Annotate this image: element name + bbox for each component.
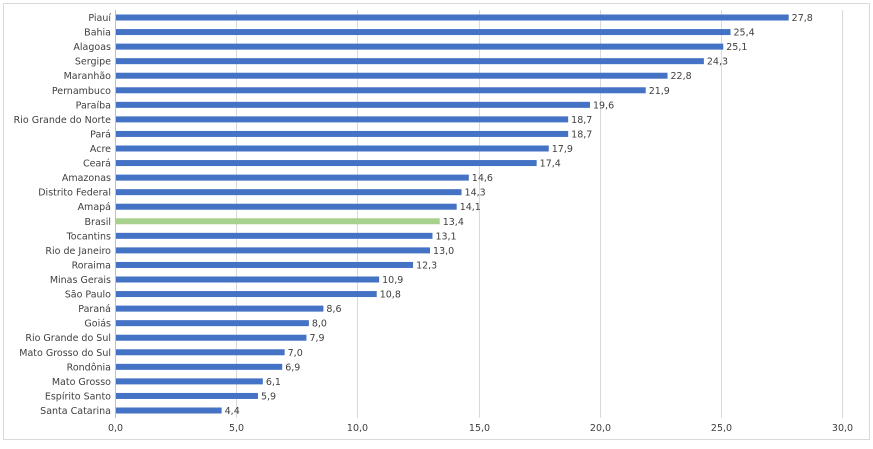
category-label: Tocantins	[66, 231, 111, 242]
category-label: Mato Grosso do Sul	[19, 348, 111, 359]
bar-goiás	[116, 320, 309, 327]
data-label: 22,8	[671, 71, 692, 82]
data-label: 17,9	[552, 144, 573, 155]
data-label: 14,6	[472, 173, 493, 184]
x-tick-label: 0,0	[108, 423, 123, 434]
bar-mato-grosso	[116, 378, 263, 385]
category-label: São Paulo	[65, 290, 111, 301]
data-label: 13,1	[435, 231, 456, 242]
data-label: 12,3	[416, 260, 437, 271]
bar-minas-gerais	[116, 276, 380, 283]
bar-tocantins	[116, 232, 433, 239]
data-label: 17,4	[540, 159, 561, 170]
category-label: Amapá	[78, 202, 111, 213]
bar-distrito-federal	[116, 189, 462, 196]
data-label: 8,6	[326, 304, 341, 315]
bar-acre	[116, 145, 549, 152]
x-tick-label: 10,0	[347, 423, 368, 434]
data-label: 13,4	[443, 217, 464, 228]
data-label: 13,0	[433, 246, 454, 257]
bar-amapá	[116, 203, 457, 210]
bar-são-paulo	[116, 291, 377, 298]
bar-rio-grande-do-norte	[116, 116, 569, 123]
data-label: 6,1	[266, 377, 281, 388]
data-label: 14,1	[460, 202, 481, 213]
data-label: 27,8	[792, 13, 813, 24]
category-label: Pará	[90, 129, 111, 140]
data-label: 25,1	[726, 42, 747, 53]
category-label: Ceará	[83, 159, 111, 170]
bar-mato-grosso-do-sul	[116, 349, 285, 356]
bar-sergipe	[116, 58, 704, 65]
category-label: Alagoas	[73, 42, 111, 53]
x-tick-label: 30,0	[832, 423, 853, 434]
data-label: 5,9	[261, 391, 276, 402]
data-label: 18,7	[571, 129, 592, 140]
category-label: Brasil	[85, 217, 111, 228]
category-label: Pernambuco	[52, 86, 111, 97]
bar-amazonas	[116, 174, 469, 181]
category-label: Mato Grosso	[52, 377, 111, 388]
bar-piauí	[116, 14, 789, 21]
data-label: 7,9	[309, 333, 324, 344]
data-label: 24,3	[707, 57, 728, 68]
category-label: Sergipe	[75, 57, 111, 68]
category-label: Goiás	[84, 319, 111, 330]
category-label: Rio Grande do Sul	[25, 333, 111, 344]
x-tick-label: 25,0	[711, 423, 732, 434]
bar-santa-catarina	[116, 407, 222, 414]
data-label: 25,4	[734, 28, 755, 39]
data-label: 21,9	[649, 86, 670, 97]
category-label: Paraná	[78, 304, 111, 315]
bar-roraima	[116, 261, 414, 268]
category-label: Roraima	[72, 260, 111, 271]
category-label: Distrito Federal	[38, 188, 111, 199]
data-label: 14,3	[465, 188, 486, 199]
bar-bahia	[116, 29, 731, 36]
data-label: 10,9	[382, 275, 403, 286]
data-label: 7,0	[288, 348, 303, 359]
category-label: Rio Grande do Norte	[14, 115, 111, 126]
bar-pará	[116, 130, 569, 137]
bar-rondônia	[116, 363, 283, 370]
category-label: Amazonas	[62, 173, 111, 184]
bar-paraíba	[116, 101, 590, 108]
bar-alagoas	[116, 43, 724, 50]
category-label: Bahia	[84, 28, 111, 39]
bar-maranhão	[116, 72, 668, 79]
data-label: 6,9	[285, 362, 300, 373]
category-label: Rondônia	[67, 362, 111, 373]
category-label: Santa Catarina	[40, 406, 111, 417]
data-label: 8,0	[312, 319, 327, 330]
data-label: 18,7	[571, 115, 592, 126]
data-label: 10,8	[380, 290, 401, 301]
x-tick-label: 15,0	[469, 423, 490, 434]
bar-ceará	[116, 160, 537, 167]
bar-paraná	[116, 305, 324, 312]
bar-espírito-santo	[116, 392, 258, 399]
category-label: Rio de Janeiro	[45, 246, 111, 257]
bar-rio-de-janeiro	[116, 247, 431, 254]
data-label: 19,6	[593, 100, 614, 111]
bar-rio-grande-do-sul	[116, 334, 307, 341]
category-label: Acre	[90, 144, 111, 155]
category-label: Minas Gerais	[50, 275, 111, 286]
bar-brasil	[116, 218, 440, 225]
x-tick-label: 20,0	[590, 423, 611, 434]
category-label: Paraíba	[76, 100, 111, 111]
category-label: Maranhão	[64, 71, 112, 82]
data-label: 4,4	[225, 406, 240, 417]
category-label: Espírito Santo	[45, 391, 111, 402]
bar-pernambuco	[116, 87, 646, 94]
x-tick-label: 5,0	[229, 423, 244, 434]
category-label: Piauí	[88, 13, 111, 24]
